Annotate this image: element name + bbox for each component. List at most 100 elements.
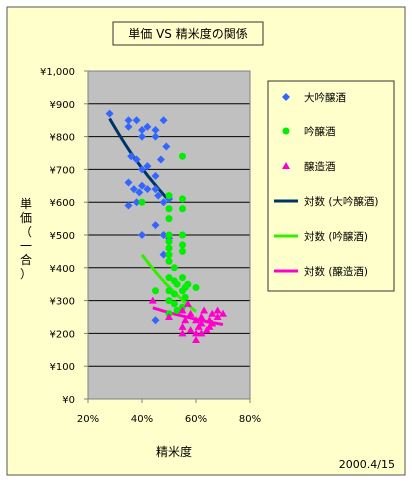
data-point [159,116,168,125]
title-frame [112,21,264,46]
data-point [132,116,141,125]
x-tick-label: 40% [131,414,153,425]
data-point [200,306,209,314]
data-point [165,297,173,305]
data-point [165,274,173,282]
data-point [138,231,146,239]
data-point [165,231,173,239]
legend-label: 対数 (大吟醸酒) [304,195,379,208]
data-point [179,274,186,282]
data-point [186,326,195,334]
data-point [213,313,222,320]
data-point [165,244,173,252]
data-point [151,171,160,180]
data-point [132,155,141,164]
data-point [197,319,206,327]
data-point [184,280,192,288]
data-point [179,247,186,255]
data-point [151,221,160,230]
y-tick-label: ¥100 [50,362,75,373]
data-point [138,165,146,174]
x-axis-ticks: 20% 40% 60% 80% [77,399,261,425]
data-point [124,122,133,131]
y-axis-label: 単価（一合） [20,197,32,281]
y-tick-label: ¥400 [50,264,75,275]
data-point [208,319,217,327]
data-point [179,241,186,249]
y-tick-label: ¥600 [50,198,75,209]
data-point [213,306,222,314]
y-tick-label: ¥700 [50,165,75,176]
data-point [179,195,186,203]
data-point [165,192,173,200]
legend-label: 吟醸酒 [304,125,336,138]
data-point [165,257,173,265]
legend-label: 大吟醸酒 [304,91,346,104]
data-point [124,178,133,187]
data-point [138,126,146,135]
data-point [162,142,171,151]
data-point [183,299,192,307]
grid-lines [88,103,250,367]
data-point [124,116,133,125]
data-point [181,316,190,324]
data-point [170,264,178,272]
data-point [143,185,152,194]
data-point [170,290,178,298]
data-point [208,309,217,317]
data-point [179,205,186,213]
legend-label: 醸造酒 [304,160,336,173]
data-point [151,316,160,325]
data-point [151,132,160,141]
date-note: 2000.4/15 [339,458,395,471]
y-tick-label: ¥800 [50,133,75,144]
data-point [192,329,200,337]
data-point [186,309,195,317]
data-point [178,329,187,337]
data-point [173,280,181,288]
data-point [178,322,187,330]
data-point [165,251,173,259]
data-point [165,313,173,320]
legend-label: 対数 (吟醸酒) [304,230,368,243]
y-tick-label: ¥0 [62,395,75,406]
data-point [151,126,160,135]
data-point [219,309,227,317]
x-tick-label: 60% [185,414,207,425]
data-point [132,198,141,207]
chart-title: 単価 VS 精米度の関係 [128,26,247,41]
trend-line [152,306,224,327]
data-point [192,316,200,324]
data-point [170,300,178,308]
data-point [197,329,206,337]
data-point [138,181,146,190]
y-tick-label: ¥900 [50,100,75,111]
y-tick-label: ¥500 [50,231,75,242]
data-point [143,162,152,171]
legend-frame [267,80,395,292]
data-point [152,287,159,295]
y-tick-label: ¥200 [50,329,75,340]
data-point [148,296,157,304]
data-point [192,335,200,343]
data-point [143,122,152,131]
y-axis-ticks: ¥0 ¥100 ¥200 ¥300 ¥400 ¥500 ¥600 ¥700 ¥800 ¥900 ¥1… [40,67,88,406]
data-point [159,250,168,259]
data-points [105,109,227,343]
data-point [173,306,181,314]
data-point [178,306,187,314]
data-point [165,287,173,295]
x-axis-label: 精米度 [156,444,192,459]
legend-label: 対数 (醸造酒) [304,265,368,278]
data-point [127,152,136,161]
data-point [156,155,165,164]
data-point [138,198,146,206]
data-point [151,185,160,194]
y-tick-label: ¥300 [50,297,75,308]
data-point [197,313,206,320]
data-point [159,198,168,207]
data-point [129,185,138,194]
data-point [124,201,133,210]
